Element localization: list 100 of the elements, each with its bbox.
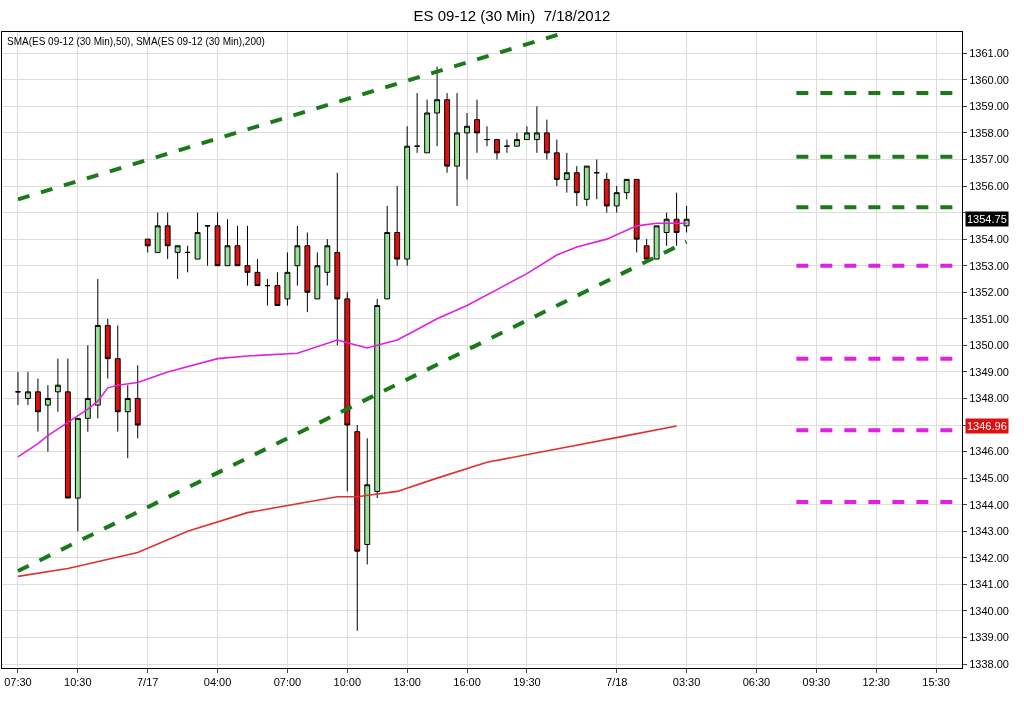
y-tick-label: 1351.00 — [969, 312, 1009, 325]
y-tick-label: 1339.00 — [969, 631, 1009, 644]
y-tick-label: 1361.00 — [969, 47, 1009, 60]
candlestick — [314, 251, 321, 300]
candlestick — [224, 218, 231, 267]
candlestick — [164, 212, 171, 260]
candlestick — [15, 371, 21, 406]
candlestick — [324, 238, 331, 287]
y-tick-label: 1356.00 — [969, 179, 1009, 192]
candlestick — [254, 258, 261, 287]
x-tick-label: 13:00 — [393, 676, 421, 689]
candlestick — [34, 378, 41, 433]
candlestick — [284, 251, 291, 307]
candlestick — [444, 92, 451, 174]
candlestick — [94, 278, 101, 419]
candlestick — [194, 212, 201, 260]
candlestick — [494, 139, 500, 160]
candlestick — [114, 324, 121, 433]
y-tick-label: 1344.00 — [969, 498, 1009, 511]
y-tick-label: 1354.00 — [969, 232, 1009, 245]
line-series — [17, 222, 688, 458]
candlestick — [643, 238, 650, 260]
y-tick-label: 1346.00 — [969, 445, 1009, 458]
chart-title: ES 09-12 (30 Min) 7/18/2012 — [413, 7, 611, 25]
y-tick-label: 1343.00 — [969, 525, 1009, 538]
x-tick-label: 19:30 — [513, 676, 541, 689]
candlestick — [25, 371, 31, 406]
x-tick-label: 04:00 — [203, 676, 232, 689]
candlestick — [374, 298, 381, 499]
y-tick-label: 1357.00 — [969, 153, 1009, 166]
candlestick — [64, 358, 71, 499]
candlestick — [533, 105, 540, 154]
line-series — [17, 425, 678, 578]
candlestick — [84, 344, 91, 433]
y-tick-label: 1340.00 — [969, 604, 1009, 617]
candlestick — [394, 185, 401, 267]
candlestick — [124, 384, 131, 459]
candlestick — [513, 132, 520, 147]
candlestick — [154, 212, 161, 253]
candlestick — [623, 178, 630, 200]
candlestick — [44, 384, 51, 453]
y-tick-label: 1338.00 — [969, 657, 1009, 670]
candlestick — [543, 119, 550, 160]
candlestick — [204, 225, 211, 267]
candlestick — [454, 92, 460, 207]
x-tick-label: 10:00 — [333, 676, 362, 689]
y-tick-label: 1360.00 — [969, 73, 1009, 86]
candlestick — [603, 172, 610, 214]
candlestick — [174, 245, 181, 280]
candlestick — [334, 172, 341, 346]
candlestick — [144, 238, 151, 253]
x-tick-label: 03:30 — [672, 676, 701, 689]
y-tick-label: 1349.00 — [969, 365, 1009, 378]
text: 1346.96 — [967, 420, 1007, 432]
candlestick — [344, 291, 351, 492]
x-tick-label: 09:30 — [802, 676, 831, 689]
x-tick-label: 7/18 — [606, 676, 628, 689]
candlestick — [593, 158, 600, 200]
candlestick — [294, 225, 301, 287]
candlestick — [274, 271, 281, 307]
x-tick-label: 07:30 — [4, 676, 32, 689]
x-tick-label: 07:00 — [273, 676, 302, 689]
y-tick-label: 1352.00 — [969, 286, 1009, 299]
candlestick — [264, 278, 271, 307]
text: 1354.75 — [967, 213, 1007, 225]
candlestick — [54, 358, 61, 413]
candlestick — [583, 165, 590, 207]
x-tick-label: 06:30 — [742, 676, 771, 689]
x-tick-label: 12:30 — [862, 676, 890, 689]
candlestick — [683, 205, 690, 233]
candlestick — [354, 424, 361, 632]
candlestick — [613, 185, 620, 214]
candlestick — [434, 66, 441, 147]
y-tick-label: 1341.00 — [969, 578, 1009, 591]
annotation: SMA(ES 09-12 (30 Min),50), SMA(ES 09-12 (30 Min),200) — [7, 36, 265, 47]
candlestick — [553, 139, 560, 187]
x-tick-label: 15:30 — [922, 676, 950, 689]
candlestick — [184, 245, 191, 273]
y-tick-label: 1350.00 — [969, 339, 1009, 352]
candlestick — [653, 225, 660, 260]
y-tick-label: 1348.00 — [969, 392, 1009, 405]
y-tick-label: 1358.00 — [969, 126, 1009, 139]
y-tick-label: 1345.00 — [969, 471, 1009, 484]
candlestick — [573, 165, 580, 207]
candlestick — [563, 152, 570, 194]
candlestick — [364, 437, 371, 565]
candlestick — [414, 92, 421, 154]
candlestick — [523, 125, 530, 141]
candlestick — [424, 99, 431, 154]
x-tick-label: 10:30 — [64, 676, 92, 689]
candlestick — [633, 178, 640, 253]
candlestick — [304, 231, 311, 313]
candlestick — [134, 364, 141, 439]
candlestick — [104, 318, 111, 380]
candlestick — [74, 417, 81, 532]
candlestick — [404, 125, 411, 267]
candlestick — [244, 225, 251, 287]
candlestick — [384, 205, 391, 300]
candlestick — [673, 192, 680, 247]
y-tick-label: 1353.00 — [969, 259, 1009, 272]
